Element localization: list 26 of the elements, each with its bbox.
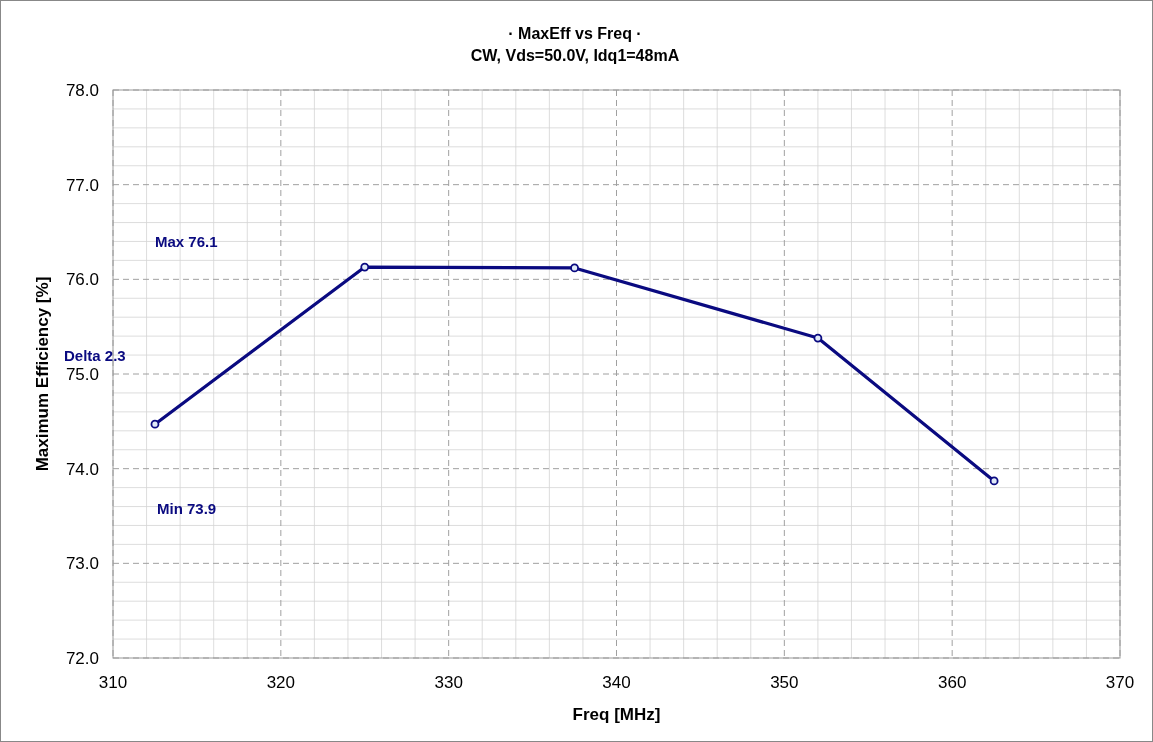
y-axis-title: Maximum Efficiency [%] [33, 276, 52, 472]
point [360, 262, 370, 272]
annotation: Delta 2.3 [64, 347, 126, 364]
x-tick-label: 360 [937, 673, 967, 692]
x-tick-label: 330 [434, 673, 463, 692]
chart-subtitle: CW, Vds=50.0V, Idq1=48mA [470, 47, 680, 64]
annotation: Max 76.1 [155, 233, 218, 250]
annotation: Min 73.9 [157, 500, 217, 517]
y-tick-label: 75.0 [65, 365, 99, 384]
x-tick-label: 310 [98, 673, 128, 692]
point [989, 476, 999, 486]
y-tick-label: 78.0 [65, 81, 99, 100]
x-tick-label: 350 [770, 673, 799, 692]
x-tick-label: 320 [266, 673, 296, 692]
y-tick-label: 77.0 [65, 175, 99, 195]
y-tick-label: 74.0 [65, 459, 99, 479]
chart-title: · MaxEff vs Freq · [508, 25, 642, 42]
y-tick-label: 76.0 [65, 270, 99, 290]
x-axis-title: Freq [MHz] [572, 705, 661, 724]
y-tick-label: 72.0 [65, 649, 99, 668]
point [813, 333, 823, 343]
point [570, 263, 579, 273]
x-tick-label: 340 [602, 673, 631, 692]
y-tick-label: 73.0 [65, 554, 99, 574]
point [150, 419, 160, 429]
x-tick-label: 370 [1105, 673, 1135, 692]
